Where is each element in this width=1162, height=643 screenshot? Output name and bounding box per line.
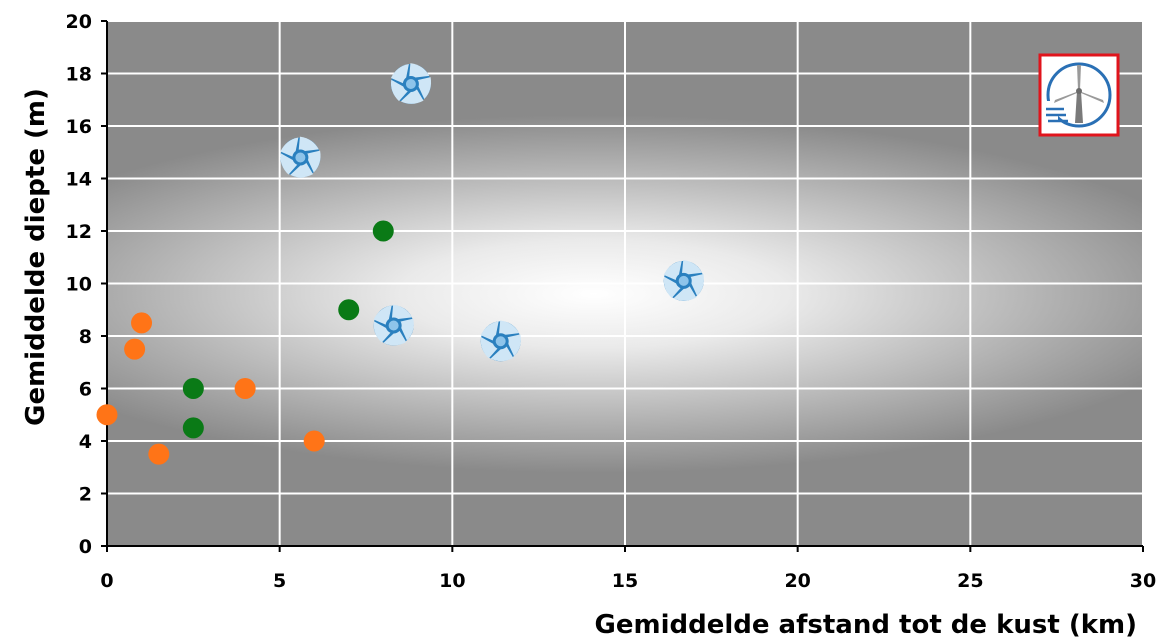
data-points xyxy=(96,63,704,465)
y-tick-labels: 0 2 4 6 8 10 12 14 16 18 20 xyxy=(66,11,92,558)
x-tick-label: 20 xyxy=(784,570,810,592)
axes xyxy=(101,20,1144,552)
circle-point xyxy=(131,312,153,334)
y-tick-label: 4 xyxy=(79,431,92,453)
y-tick-label: 10 xyxy=(66,274,92,296)
pinwheel-point xyxy=(663,259,704,301)
x-tick-labels: 0 5 10 15 20 25 30 xyxy=(100,570,1156,592)
x-tick-label: 30 xyxy=(1130,570,1156,592)
x-tick-label: 0 xyxy=(100,570,113,592)
y-tick-label: 2 xyxy=(79,484,92,506)
y-tick-label: 18 xyxy=(66,64,92,86)
circle-point xyxy=(303,430,325,452)
y-tick-label: 12 xyxy=(66,221,92,243)
grid-lines xyxy=(107,20,1144,546)
x-tick-label: 10 xyxy=(439,570,465,592)
circle-point xyxy=(372,220,394,242)
y-tick-label: 6 xyxy=(79,379,92,401)
y-tick-label: 0 xyxy=(79,536,92,558)
y-tick-label: 20 xyxy=(66,11,92,33)
circle-point xyxy=(96,404,118,426)
y-axis-title: Gemiddelde diepte (m) xyxy=(21,88,51,426)
wind-turbine-icon xyxy=(1038,53,1120,137)
pinwheel-point xyxy=(373,304,414,346)
y-tick-label: 8 xyxy=(79,326,92,348)
x-tick-label: 25 xyxy=(957,570,983,592)
x-tick-label: 15 xyxy=(612,570,638,592)
pinwheel-point xyxy=(480,320,521,362)
circle-point xyxy=(338,299,360,321)
x-tick-label: 5 xyxy=(273,570,286,592)
x-axis-title: Gemiddelde afstand tot de kust (km) xyxy=(595,610,1138,640)
y-tick-label: 14 xyxy=(66,169,92,191)
circle-point xyxy=(182,417,204,439)
y-tick-label: 16 xyxy=(66,116,92,138)
pinwheel-point xyxy=(390,63,432,104)
circle-point xyxy=(182,378,204,399)
circle-point xyxy=(148,443,170,465)
pinwheel-point xyxy=(280,136,321,178)
circle-point xyxy=(234,378,256,399)
circle-point xyxy=(124,338,146,360)
